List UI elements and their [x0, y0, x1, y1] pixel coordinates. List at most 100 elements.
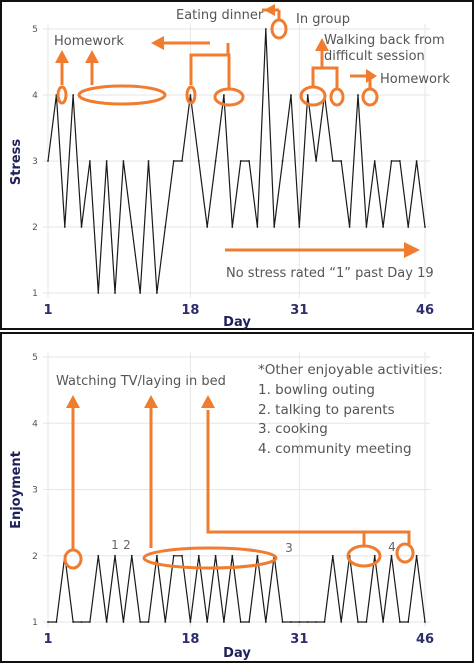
- other-activity-4: 4. community meeting: [258, 441, 412, 457]
- no-stress-label: No stress rated “1” past Day 19: [226, 266, 434, 281]
- enjoyment-data-point: [156, 554, 158, 557]
- enjoyment-arrowheads: [66, 395, 215, 408]
- enjoyment-data-point: [290, 621, 292, 623]
- stress-data-point: [382, 226, 385, 228]
- enjoyment-data-point: [315, 621, 317, 623]
- enjoyment-y-tick-label: 5: [32, 353, 38, 363]
- stress-data-point: [164, 226, 167, 228]
- other-activity-1: 1. bowling outing: [258, 382, 375, 398]
- watching-tv-arrowhead-1: [66, 395, 80, 408]
- enjoyment-x-tick-label: 18: [181, 632, 199, 647]
- eating-dinner-arrowhead: [151, 36, 164, 50]
- walking-back-label-2: difficult session: [324, 49, 425, 64]
- homework-left-label: Homework: [54, 34, 124, 49]
- stress-y-tick-label: 4: [32, 91, 38, 101]
- walking-back-label-1: Walking back from: [324, 33, 445, 48]
- activity-mark-1: 1: [111, 538, 119, 552]
- stress-data-point: [315, 160, 317, 162]
- enjoyment-data-point: [72, 621, 75, 623]
- stress-data-point: [97, 292, 100, 294]
- stress-data-point: [424, 226, 426, 228]
- in-group-arrowhead: [264, 4, 275, 16]
- stress-data-point: [357, 94, 359, 96]
- watching-tv-label: Watching TV/laying in bed: [56, 374, 226, 389]
- enjoyment-data-point: [47, 621, 49, 623]
- homework-cluster-ellipse: [77, 84, 167, 106]
- stress-data-point: [105, 160, 108, 162]
- watching-tv-bracket: [206, 410, 411, 544]
- stress-data-point: [223, 94, 225, 96]
- enjoyment-y-tick-label: 4: [32, 419, 38, 429]
- stress-data-point: [147, 160, 150, 162]
- enjoyment-data-point: [80, 621, 83, 623]
- stress-data-point: [181, 160, 183, 162]
- enjoyment-grid: [43, 352, 430, 627]
- stress-y-tick-label: 5: [32, 25, 38, 35]
- homework-left-circle: [56, 85, 68, 105]
- eating-dinner-label: Eating dinner: [176, 8, 264, 23]
- stress-data-point: [172, 160, 175, 162]
- in-group-label: In group: [296, 12, 350, 27]
- stress-data-point: [273, 226, 276, 228]
- stress-data-point: [365, 226, 368, 228]
- enjoyment-data-point: [164, 621, 167, 623]
- enjoyment-data-point: [390, 554, 393, 557]
- stress-data-point: [63, 226, 66, 228]
- enjoyment-data-point: [172, 554, 175, 557]
- stress-annotations: [56, 8, 405, 252]
- stress-data-point: [248, 160, 250, 162]
- watching-tv-circle: [63, 548, 83, 570]
- stress-data-point: [331, 160, 334, 162]
- enjoyment-data-point: [139, 621, 142, 623]
- stress-x-tick-label: 31: [290, 303, 308, 318]
- panel-border-bottom: [0, 332, 474, 663]
- enjoyment-data-point: [256, 554, 259, 557]
- enjoyment-x-tick-label: 46: [416, 632, 434, 647]
- enjoyment-data-point: [206, 621, 209, 623]
- other-activities-title: *Other enjoyable activities:: [258, 362, 443, 378]
- enjoyment-x-tick-label: 31: [290, 632, 308, 647]
- enjoyment-data-point: [147, 621, 150, 623]
- stress-y-tick-label: 1: [32, 289, 38, 299]
- stress-data-point: [373, 160, 376, 162]
- watching-tv-arrowhead-3: [201, 395, 215, 408]
- enjoyment-data-point: [407, 621, 410, 623]
- stress-x-ticks: 1 18 31 46: [43, 303, 434, 318]
- stress-data-point: [415, 160, 418, 162]
- stress-y-axis-label: Stress: [9, 139, 24, 186]
- enjoyment-y-axis-label: Enjoyment: [9, 451, 24, 529]
- enjoyment-data-point: [97, 554, 100, 557]
- enjoyment-annotations: [63, 405, 415, 570]
- enjoyment-series-line: [48, 555, 426, 623]
- eating-dinner-bracket: [189, 53, 231, 88]
- enjoyment-data-point: [357, 621, 359, 623]
- enjoyment-data-point: [122, 621, 125, 623]
- stress-x-tick-label: 18: [181, 303, 199, 318]
- enjoyment-data-point: [248, 621, 250, 623]
- enjoyment-data-point: [331, 554, 334, 557]
- enjoyment-data-point: [264, 621, 267, 623]
- enjoyment-data-point: [105, 621, 108, 623]
- no-stress-arrowhead: [404, 242, 420, 258]
- enjoyment-y-ticks: 1 2 3 4 5: [32, 353, 38, 628]
- enjoyment-data-point: [281, 621, 284, 623]
- stress-series-line: [47, 28, 426, 294]
- activity-mark-2: 2: [123, 538, 131, 552]
- homework-right-arrowhead: [366, 69, 377, 83]
- stress-data-point: [88, 160, 91, 162]
- stress-data-point: [189, 94, 192, 96]
- stress-data-point: [122, 160, 125, 162]
- walking-back-arrowhead: [315, 38, 329, 51]
- panel-border-top: [0, 0, 474, 330]
- stress-data-point: [197, 160, 200, 162]
- homework-arrowhead-2: [85, 50, 99, 63]
- enjoyment-data-point: [181, 554, 183, 557]
- enjoyment-y-tick-label: 1: [32, 618, 38, 628]
- watching-tv-arrowhead-2: [144, 395, 158, 408]
- other-activity-3: 3. cooking: [258, 421, 328, 437]
- walking-back-circle-2: [329, 87, 345, 107]
- enjoyment-data-point: [231, 554, 234, 557]
- stress-x-tick-label: 46: [416, 303, 434, 318]
